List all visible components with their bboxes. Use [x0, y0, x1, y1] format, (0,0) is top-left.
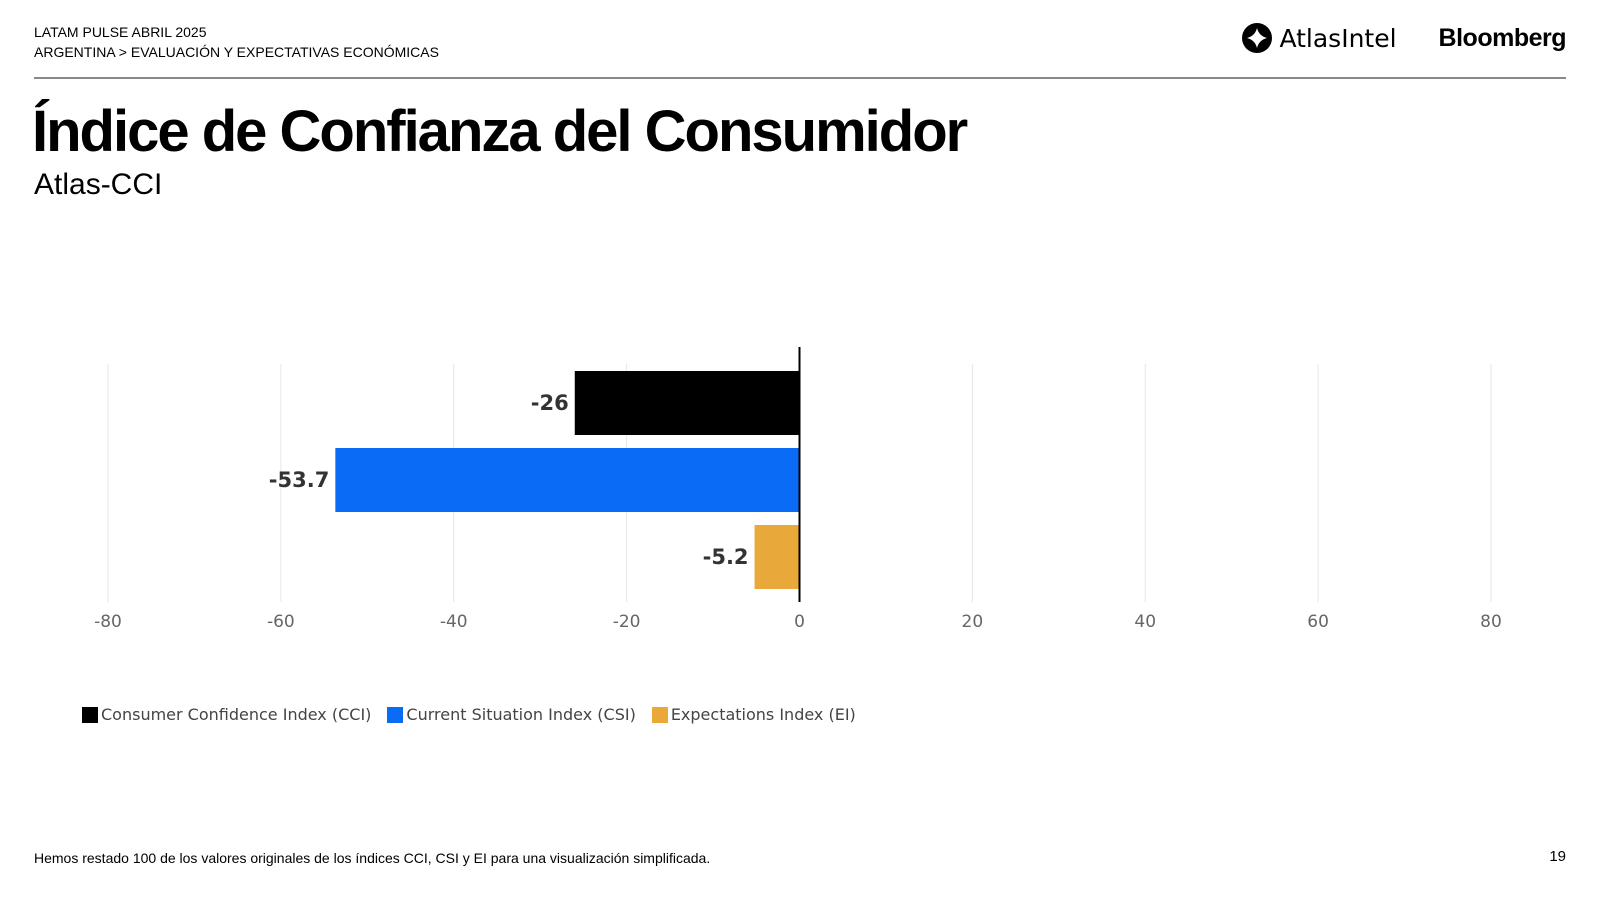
data-label: -5.2: [703, 545, 749, 569]
legend-item: Current Situation Index (CSI): [387, 705, 636, 724]
section-path: ARGENTINA > EVALUACIÓN Y EXPECTATIVAS EC…: [34, 44, 439, 60]
x-tick-label: 40: [1134, 612, 1156, 632]
x-tick-label: -20: [613, 612, 641, 632]
legend-swatch: [82, 706, 98, 723]
footnote: Hemos restado 100 de los valores origina…: [34, 850, 711, 866]
page-subtitle: Atlas-CCI: [34, 168, 163, 201]
page-number: 19: [1549, 848, 1566, 865]
atlasintel-text: AtlasIntel: [1279, 23, 1397, 53]
bloomberg-logo: Bloomberg: [1438, 23, 1567, 52]
header-divider: [34, 77, 1566, 79]
legend-swatch: [387, 706, 404, 723]
legend-swatch: [651, 706, 668, 723]
x-tick-label: -60: [267, 612, 295, 632]
data-label: -26: [531, 391, 569, 415]
bar: [754, 525, 800, 589]
bar: [574, 371, 800, 435]
legend-item: Consumer Confidence Index (CCI): [82, 705, 371, 724]
atlasintel-logo-icon: [1242, 23, 1273, 53]
legend-label: Expectations Index (EI): [670, 705, 856, 724]
x-tick-label: 0: [794, 612, 805, 632]
page-title: Índice de Confianza del Consumidor: [32, 99, 968, 164]
breadcrumb: LATAM PULSE ABRIL 2025 ARGENTINA > EVALU…: [34, 22, 439, 62]
x-tick-label: -40: [440, 612, 468, 632]
data-label: -53.7: [269, 468, 330, 492]
logos: AtlasIntel Bloomberg: [1241, 22, 1567, 54]
legend-label: Consumer Confidence Index (CCI): [101, 705, 372, 724]
atlasintel-logo: AtlasIntel: [1241, 22, 1397, 54]
bar: [335, 448, 800, 512]
x-tick-label: 80: [1480, 612, 1502, 632]
x-tick-label: -80: [94, 612, 122, 632]
report-name: LATAM PULSE ABRIL 2025: [34, 24, 207, 40]
x-tick-label: 60: [1307, 612, 1329, 632]
x-tick-label: 20: [962, 612, 984, 632]
legend-item: Expectations Index (EI): [651, 705, 856, 724]
bar-chart: -80 -60 -40 -20 0 20 40 60 80 -26 -53.7 -5.2: [94, 347, 1502, 632]
legend-label: Current Situation Index (CSI): [406, 705, 636, 724]
chart-legend: Consumer Confidence Index (CCI) Current S…: [82, 705, 856, 724]
